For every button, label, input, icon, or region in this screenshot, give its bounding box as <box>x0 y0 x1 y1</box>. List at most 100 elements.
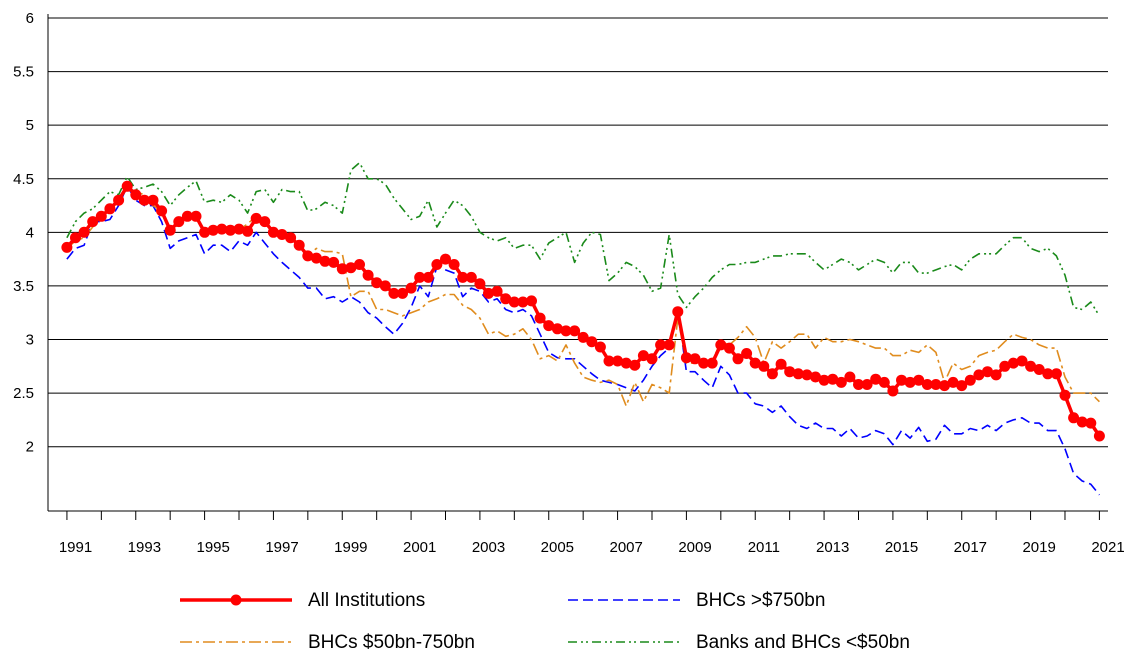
legend-marker <box>230 594 242 606</box>
series-point <box>233 223 245 235</box>
x-tick-label: 2001 <box>403 539 436 556</box>
series-point <box>672 306 684 318</box>
x-tick-label: 1995 <box>197 539 230 556</box>
x-tick-label: 1999 <box>334 539 367 556</box>
series-point <box>362 269 374 281</box>
series-point <box>345 262 357 274</box>
series-point <box>216 223 228 235</box>
series-point <box>758 360 770 372</box>
series-point <box>569 325 581 337</box>
series-point <box>104 203 116 215</box>
y-tick-label: 6 <box>26 10 34 27</box>
series-point <box>328 256 340 268</box>
series-point <box>371 277 383 289</box>
series-point <box>827 373 839 385</box>
series-point <box>913 374 925 386</box>
series-point <box>95 210 107 222</box>
x-tick-label: 1997 <box>265 539 298 556</box>
series-point <box>164 224 176 236</box>
series-point <box>818 374 830 386</box>
series-point <box>930 379 942 390</box>
x-tick-label: 1991 <box>59 539 92 556</box>
series-point <box>766 368 778 380</box>
series-point <box>500 293 512 305</box>
series-point <box>835 376 847 388</box>
axes <box>47 14 1108 520</box>
series-point <box>956 380 968 392</box>
legend: All Institutions BHCs >$750bn BHCs $50bn-7… <box>180 590 910 653</box>
series-point <box>414 271 426 283</box>
series-point <box>939 380 950 392</box>
series-point <box>121 180 133 192</box>
series-line-3 <box>66 161 1101 317</box>
series-point <box>1085 417 1097 429</box>
series-point <box>792 368 804 380</box>
series-point <box>594 341 606 353</box>
series-point <box>388 287 400 299</box>
series-point <box>1050 368 1062 380</box>
series-point <box>173 216 185 228</box>
y-tick-label: 2 <box>26 439 34 456</box>
series-point <box>405 282 417 294</box>
series-point <box>612 355 624 367</box>
series-point <box>861 379 873 390</box>
series-point <box>1093 430 1105 442</box>
series-point <box>775 358 787 370</box>
legend-label-2: BHCs $50bn-750bn <box>308 632 475 653</box>
x-tick-label: 2019 <box>1022 539 1055 556</box>
series-point <box>130 189 142 201</box>
y-tick-label: 4 <box>26 224 34 241</box>
series-point <box>1059 389 1071 401</box>
y-tick-label: 3.5 <box>13 278 34 295</box>
series-point <box>706 357 718 369</box>
x-tick-label: 2017 <box>954 539 987 556</box>
series-point <box>1042 368 1054 380</box>
series-point <box>1016 355 1028 367</box>
series-point <box>560 325 572 337</box>
series-point <box>207 224 219 236</box>
series-point <box>1068 412 1080 424</box>
x-tick-label: 2021 <box>1091 539 1124 556</box>
y-tick-label: 3 <box>26 332 34 349</box>
series-point <box>603 355 615 367</box>
series-point <box>732 353 744 365</box>
x-tick-label: 2005 <box>541 539 574 556</box>
series-point <box>1007 357 1019 369</box>
series-point <box>457 271 469 283</box>
series-point <box>397 287 408 299</box>
series-point <box>224 224 236 236</box>
series-point <box>964 374 976 386</box>
series-point <box>629 359 641 371</box>
series-point <box>181 210 193 222</box>
series-point <box>878 376 890 388</box>
series-point <box>1025 360 1037 372</box>
series-point <box>810 371 821 383</box>
series-point <box>138 194 150 206</box>
series-point <box>310 252 322 264</box>
series-point <box>61 241 73 253</box>
series-line-2 <box>66 186 1100 407</box>
series-point <box>655 339 667 351</box>
series-point <box>723 342 735 354</box>
series-point <box>293 239 305 251</box>
series-point <box>999 360 1011 372</box>
x-tick-label: 2011 <box>748 539 780 556</box>
series-point <box>947 376 959 388</box>
series-point <box>620 357 632 369</box>
series-point <box>78 226 90 238</box>
series-point <box>853 379 864 390</box>
series-point <box>422 271 434 283</box>
series-point <box>474 278 486 290</box>
series-point <box>921 379 933 390</box>
legend-label-0: All Institutions <box>308 590 425 611</box>
series-point <box>276 229 288 240</box>
series-point <box>870 373 882 385</box>
series-point <box>319 255 331 267</box>
series-point <box>147 194 159 206</box>
series-point <box>379 280 391 292</box>
series-point <box>534 312 546 324</box>
series-point <box>491 285 503 297</box>
series-point <box>483 287 494 299</box>
series-point <box>698 357 710 369</box>
